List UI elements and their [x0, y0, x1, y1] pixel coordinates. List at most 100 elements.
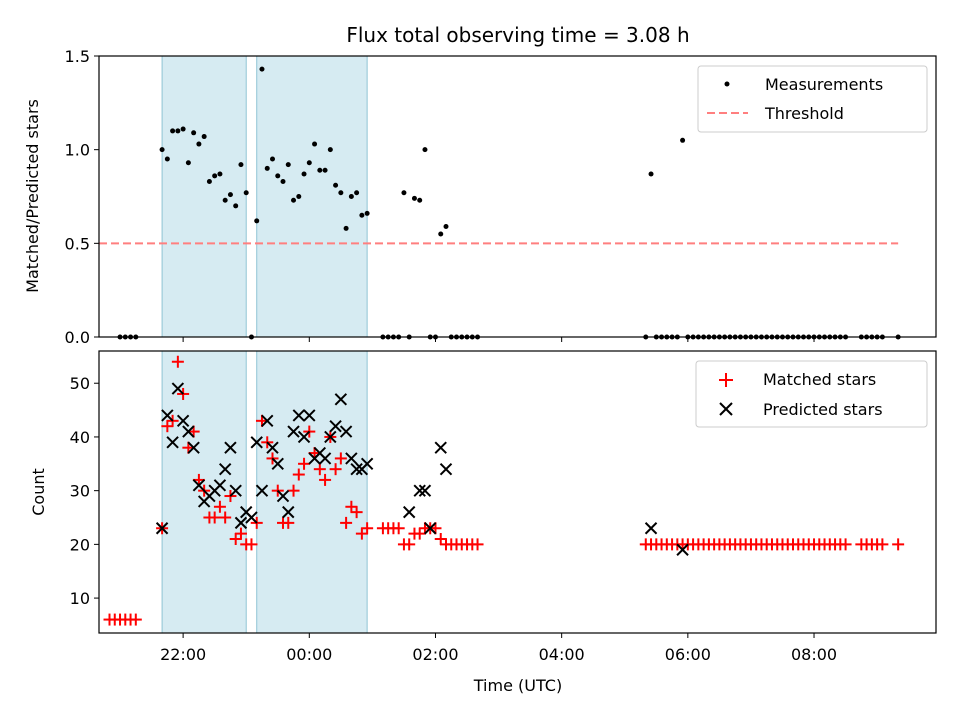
predicted-stars-point	[182, 425, 195, 438]
measurement-point	[233, 203, 239, 209]
predicted-stars-point	[303, 409, 316, 422]
measurement-point	[164, 156, 170, 162]
measurement-point	[191, 130, 197, 136]
predicted-stars-point	[176, 414, 190, 428]
matched-stars-point	[839, 538, 852, 551]
measurement-point	[175, 128, 181, 134]
measurement-point	[196, 141, 202, 147]
measurement-point	[259, 66, 265, 72]
y-tick-label: 0.5	[65, 234, 90, 253]
predicted-stars-point	[187, 441, 200, 454]
predicted-stars-point	[329, 419, 342, 433]
measurement-point	[185, 160, 191, 166]
measurement-point	[238, 162, 244, 168]
predicted-stars-point	[434, 441, 447, 454]
predicted-stars-point	[402, 505, 416, 519]
top-observing-intervals	[161, 55, 368, 338]
measurement-point	[180, 126, 186, 132]
bottom-panel: 10 20 30 40 50 22:00 00:00 02:00 04:00 06:00 08:0…	[29, 350, 937, 695]
measurement-point	[296, 194, 302, 199]
x-tick-label: 22:00	[160, 645, 206, 664]
predicted-stars-point	[418, 484, 432, 497]
measurement-point	[411, 195, 417, 201]
measurement-point	[301, 171, 307, 177]
measurement-point	[417, 197, 423, 203]
matched-stars-point	[434, 533, 447, 545]
y-tick-label: 1.0	[65, 141, 90, 160]
matched-stars-point	[319, 473, 332, 486]
measurement-point	[285, 162, 291, 168]
measurement-point	[327, 147, 333, 153]
matched-stars-point	[345, 500, 358, 513]
matched-stars-point	[234, 527, 247, 540]
matched-stars-point	[161, 420, 174, 433]
measurement-point	[291, 197, 297, 203]
measurement-point	[312, 141, 318, 147]
predicted-stars-point	[413, 484, 426, 497]
predicted-stars-point	[339, 425, 353, 438]
predicted-stars-point	[345, 452, 358, 465]
legend-threshold-label: Threshold	[764, 104, 844, 123]
measurement-point	[159, 147, 165, 153]
predicted-stars-point	[213, 479, 227, 492]
y-tick-label: 10	[70, 589, 90, 608]
matched-stars-point	[329, 463, 342, 476]
predicted-stars-point	[266, 441, 279, 454]
bottom-legend: Matched stars Predicted stars	[695, 360, 928, 428]
predicted-stars-point	[287, 425, 300, 438]
predicted-stars-point	[271, 457, 284, 471]
matched-stars-point	[208, 511, 221, 524]
x-tick-label: 04:00	[539, 645, 585, 664]
matched-stars-point	[287, 484, 300, 497]
top-legend: Measurements Threshold	[697, 65, 928, 133]
matched-stars-point	[213, 500, 226, 513]
legend-measurements-label: Measurements	[765, 75, 883, 94]
predicted-stars-point	[360, 457, 374, 471]
matched-stars-point	[245, 538, 258, 551]
measurement-point	[680, 137, 686, 143]
measurement-point	[322, 167, 328, 173]
predicted-stars-point	[439, 462, 453, 476]
y-tick-label: 30	[70, 482, 90, 501]
predicted-stars-point	[166, 436, 179, 449]
measurement-point	[401, 190, 407, 196]
predicted-stars-point	[161, 409, 174, 422]
predicted-stars-point	[255, 484, 269, 497]
measurement-point	[212, 173, 218, 179]
matched-stars-point	[298, 457, 311, 470]
measurement-point	[338, 190, 344, 196]
legend-matched-label: Matched stars	[763, 370, 876, 389]
top-y-axis-label: Matched/Predicted stars	[23, 99, 42, 293]
measurement-point	[648, 171, 654, 177]
predicted-stars-point	[229, 484, 242, 497]
legend-predicted-marker	[719, 402, 733, 416]
matched-stars-point	[171, 355, 184, 368]
predicted-stars-point	[282, 505, 295, 519]
predicted-stars-point	[292, 409, 305, 422]
predicted-stars-point	[318, 452, 332, 465]
predicted-stars-point	[297, 430, 311, 444]
measurement-point	[201, 134, 207, 140]
matched-stars-point	[350, 506, 363, 519]
observing-interval	[161, 55, 247, 338]
measurement-point	[343, 225, 349, 231]
matched-stars-point	[876, 538, 889, 551]
matched-stars-point	[413, 527, 426, 540]
measurement-point	[222, 197, 228, 203]
predicted-stars-point	[350, 462, 363, 476]
measurement-point	[254, 218, 260, 224]
matched-stars-point	[292, 468, 305, 481]
predicted-stars-point	[676, 543, 689, 556]
x-tick-label: 00:00	[286, 645, 332, 664]
matched-stars-point	[892, 538, 905, 551]
predicted-stars-point	[245, 511, 258, 524]
predicted-stars-point	[276, 489, 290, 503]
matched-stars-point	[355, 527, 368, 540]
observing-interval	[256, 55, 368, 338]
y-tick-label: 20	[70, 535, 90, 554]
y-tick-label: 50	[70, 374, 90, 393]
matched-stars-point	[340, 516, 353, 529]
predicted-stars-point	[324, 430, 337, 444]
predicted-stars-point	[261, 414, 274, 428]
y-tick-label: 0.0	[65, 328, 90, 347]
